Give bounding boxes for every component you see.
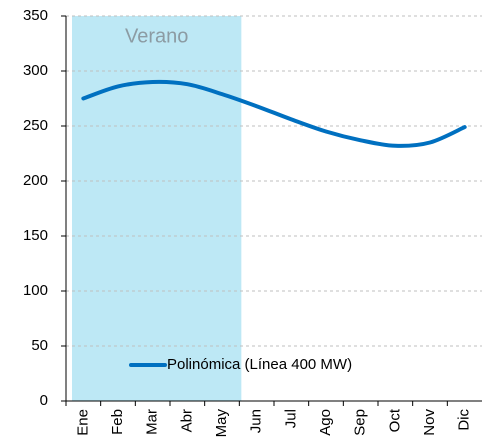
y-tick-label: 0 xyxy=(40,392,48,409)
y-tick-label: 300 xyxy=(23,62,48,79)
y-tick-label: 250 xyxy=(23,117,48,134)
y-tick-label: 200 xyxy=(23,172,48,189)
x-tick-label: Ene xyxy=(74,409,91,436)
x-tick-label: May xyxy=(213,409,230,438)
season-label: Verano xyxy=(125,25,188,47)
x-tick-label: Dic xyxy=(456,409,473,431)
x-tick-label: Oct xyxy=(386,408,403,432)
series-line xyxy=(81,79,467,148)
x-tick-label: Mar xyxy=(144,409,161,435)
x-tick-label: Abr xyxy=(178,409,195,432)
x-tick-label: Jun xyxy=(248,409,265,433)
x-tick-label: Jul xyxy=(282,409,299,428)
x-tick-label: Sep xyxy=(352,409,369,436)
x-tick-label: Feb xyxy=(109,409,126,435)
y-tick-label: 150 xyxy=(23,227,48,244)
y-tick-label: 100 xyxy=(23,282,48,299)
y-tick-label: 50 xyxy=(31,337,48,354)
x-tick-label: Ago xyxy=(317,409,334,436)
y-tick-label: 350 xyxy=(23,7,48,24)
legend-label: Polinómica (Línea 400 MW) xyxy=(167,356,352,373)
x-tick-label: Nov xyxy=(421,409,438,436)
season-shade xyxy=(72,16,242,401)
